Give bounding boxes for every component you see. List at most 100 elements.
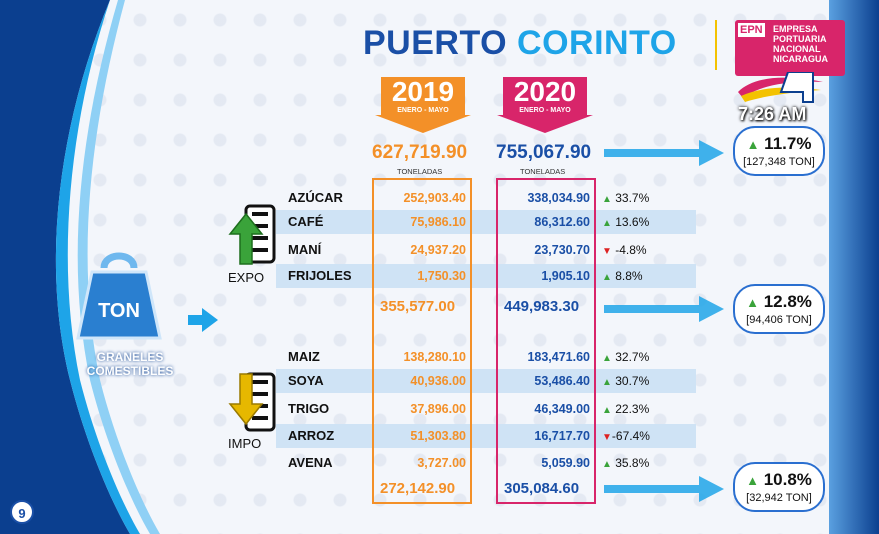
impo-sum-2019: 272,142.90: [380, 480, 456, 497]
product-name: MANÍ: [288, 242, 322, 257]
badge-tons: [32,942 TON]: [746, 492, 812, 504]
table-row: TRIGO 37,896.00 46,349.00 ▲ 22.3%: [276, 397, 696, 421]
triangle-up-icon: ▲: [602, 353, 612, 364]
value-2020: 86,312.60: [534, 215, 590, 229]
arrow-right-icon: [604, 296, 724, 322]
category-label: GRANELES COMESTIBLES: [86, 350, 174, 378]
product-name: MAIZ: [288, 349, 320, 364]
down-arrow-tag-icon: [497, 77, 593, 133]
value-2020: 53,486.40: [534, 374, 590, 388]
table-row: FRIJOLES 1,750.30 1,905.10 ▲ 8.8%: [276, 264, 696, 288]
change-percent: ▲ 32.7%: [602, 350, 650, 364]
ton-weight-icon: [76, 252, 162, 340]
value-2019: 51,303.80: [410, 429, 466, 443]
table-row: CAFÉ 75,986.10 86,312.60 ▲ 13.6%: [276, 210, 696, 234]
unit-2019: TONELADAS: [397, 167, 443, 176]
arrow-right-icon: [604, 140, 724, 166]
table-row: AZÚCAR 252,903.40 338,034.90 ▲ 33.7%: [276, 186, 696, 210]
badge-percent: ▲ 12.8%: [746, 292, 812, 311]
year-label: 2019: [391, 76, 455, 107]
product-name: AZÚCAR: [288, 190, 343, 205]
change-percent: ▲ 13.6%: [602, 215, 650, 229]
value-2019: 40,936.00: [410, 374, 466, 388]
change-percent: ▲ 22.3%: [602, 402, 650, 416]
triangle-down-icon: ▼: [602, 432, 612, 443]
page-number: 9: [10, 500, 34, 524]
change-percent: ▲ 35.8%: [602, 456, 650, 470]
expo-sum-2019: 355,577.00: [380, 298, 456, 315]
triangle-up-icon: ▲: [602, 459, 612, 470]
value-2019: 252,903.40: [403, 191, 466, 205]
table-row: MAIZ 138,280.10 183,471.60 ▲ 32.7%: [276, 345, 696, 369]
growth-badge-expo: ▲ 12.8% [94,406 TON]: [733, 284, 825, 334]
value-2020: 23,730.70: [534, 243, 590, 257]
arrow-right-icon: [604, 476, 724, 502]
logo-abbr: EPN: [738, 23, 765, 37]
title-part-1: PUERTO: [363, 24, 508, 62]
triangle-up-icon: ▲: [602, 272, 612, 283]
expo-sum-2020: 449,983.30: [504, 298, 580, 315]
logo-name: EMPRESA PORTUARIA NACIONAL NICARAGUA: [773, 24, 828, 64]
product-name: FRIJOLES: [288, 268, 352, 283]
badge-tons: [94,406 TON]: [746, 314, 812, 326]
arrow-right-icon: [188, 308, 218, 332]
triangle-up-icon: ▲: [602, 194, 612, 205]
product-name: ARROZ: [288, 428, 335, 443]
column-2020-frame: [496, 178, 596, 504]
product-name: SOYA: [288, 373, 324, 388]
growth-badge-impo: ▲ 10.8% [32,942 TON]: [733, 462, 825, 512]
triangle-up-icon: ▲: [746, 473, 759, 488]
product-name: TRIGO: [288, 401, 330, 416]
growth-badge-total: ▲ 11.7% [127,348 TON]: [733, 126, 825, 176]
value-2020: 46,349.00: [534, 402, 590, 416]
value-2019: 138,280.10: [403, 350, 466, 364]
period-label: ENERO - MAYO: [519, 107, 571, 114]
year-2020-tag: 2020 ENERO - MAYO: [497, 77, 593, 133]
value-2020: 338,034.90: [527, 191, 590, 205]
table-row: AVENA 3,727.00 5,059.90 ▲ 35.8%: [276, 451, 696, 475]
unit-2020: TONELADAS: [520, 167, 566, 176]
triangle-up-icon: ▲: [746, 295, 759, 310]
value-2020: 16,717.70: [534, 429, 590, 443]
triangle-down-icon: ▼: [602, 246, 612, 257]
export-ship-icon: [228, 204, 276, 265]
column-2019-frame: [372, 178, 472, 504]
value-2019: 24,937.20: [410, 243, 466, 257]
period-label: ENERO - MAYO: [397, 107, 449, 114]
page-title: PUERTO CORINTO: [363, 24, 677, 63]
total-2019: 627,719.90: [372, 142, 468, 163]
import-ship-icon: [228, 372, 276, 432]
value-2019: 1,750.30: [417, 269, 466, 283]
value-2019: 75,986.10: [410, 215, 466, 229]
down-arrow-tag-icon: [375, 77, 471, 133]
table-row: ARROZ 51,303.80 16,717.70 ▼-67.4%: [276, 424, 696, 448]
expo-label: EXPO: [228, 270, 265, 285]
triangle-up-icon: ▲: [602, 405, 612, 416]
triangle-up-icon: ▲: [746, 137, 760, 152]
badge-percent: ▲ 11.7%: [746, 134, 812, 153]
value-2020: 5,059.90: [541, 456, 590, 470]
title-part-2: CORINTO: [517, 24, 677, 62]
change-percent: ▲ 33.7%: [602, 191, 650, 205]
epn-logo: EPN EMPRESA PORTUARIA NACIONAL NICARAGUA: [735, 20, 845, 76]
value-2020: 183,471.60: [527, 350, 590, 364]
product-name: AVENA: [288, 455, 333, 470]
change-percent: ▼-67.4%: [602, 429, 650, 443]
left-wave-decoration: [0, 0, 160, 534]
change-percent: ▲ 8.8%: [602, 269, 643, 283]
impo-label: IMPO: [228, 436, 262, 451]
product-name: CAFÉ: [288, 214, 324, 229]
value-2019: 37,896.00: [410, 402, 466, 416]
year-2019-tag: 2019 ENERO - MAYO: [375, 77, 471, 133]
value-2020: 1,905.10: [541, 269, 590, 283]
badge-percent: ▲ 10.8%: [746, 470, 812, 489]
total-2020: 755,067.90: [496, 142, 592, 163]
year-label: 2020: [513, 76, 577, 107]
change-percent: ▲ 30.7%: [602, 374, 650, 388]
triangle-up-icon: ▲: [602, 218, 612, 229]
table-row: MANÍ 24,937.20 23,730.70 ▼ -4.8%: [276, 238, 696, 262]
right-band-decoration: [829, 0, 879, 534]
broadcast-time: 7:26 AM: [738, 104, 807, 124]
channel-4-logo-icon: [738, 72, 823, 103]
